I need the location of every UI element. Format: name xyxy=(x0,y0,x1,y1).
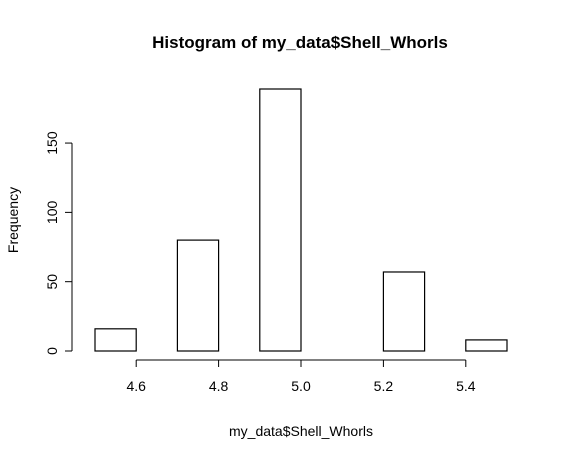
chart-title: Histogram of my_data$Shell_Whorls xyxy=(152,33,448,52)
y-axis-label: Frequency xyxy=(5,187,21,253)
bars-group xyxy=(94,88,508,352)
histogram-bar xyxy=(176,239,220,352)
x-tick-label: 5.0 xyxy=(291,378,311,394)
y-tick-label: 50 xyxy=(44,274,60,290)
x-tick-label: 4.6 xyxy=(126,378,146,394)
x-tick-label: 5.4 xyxy=(456,378,476,394)
y-tick-label: 150 xyxy=(44,131,60,155)
histogram-bar xyxy=(259,88,302,352)
histogram-bar xyxy=(94,328,137,352)
x-axis: 4.6 4.8 5.0 5.2 5.4 xyxy=(126,359,476,394)
x-tick-label: 5.2 xyxy=(374,378,394,394)
x-tick-label: 4.8 xyxy=(209,378,229,394)
y-axis: 0 50 100 150 xyxy=(44,131,73,355)
x-axis-label: my_data$Shell_Whorls xyxy=(229,423,373,439)
histogram-bar xyxy=(465,339,508,352)
y-tick-label: 0 xyxy=(44,347,60,355)
y-tick-label: 100 xyxy=(44,200,60,224)
histogram-bar xyxy=(382,271,426,352)
